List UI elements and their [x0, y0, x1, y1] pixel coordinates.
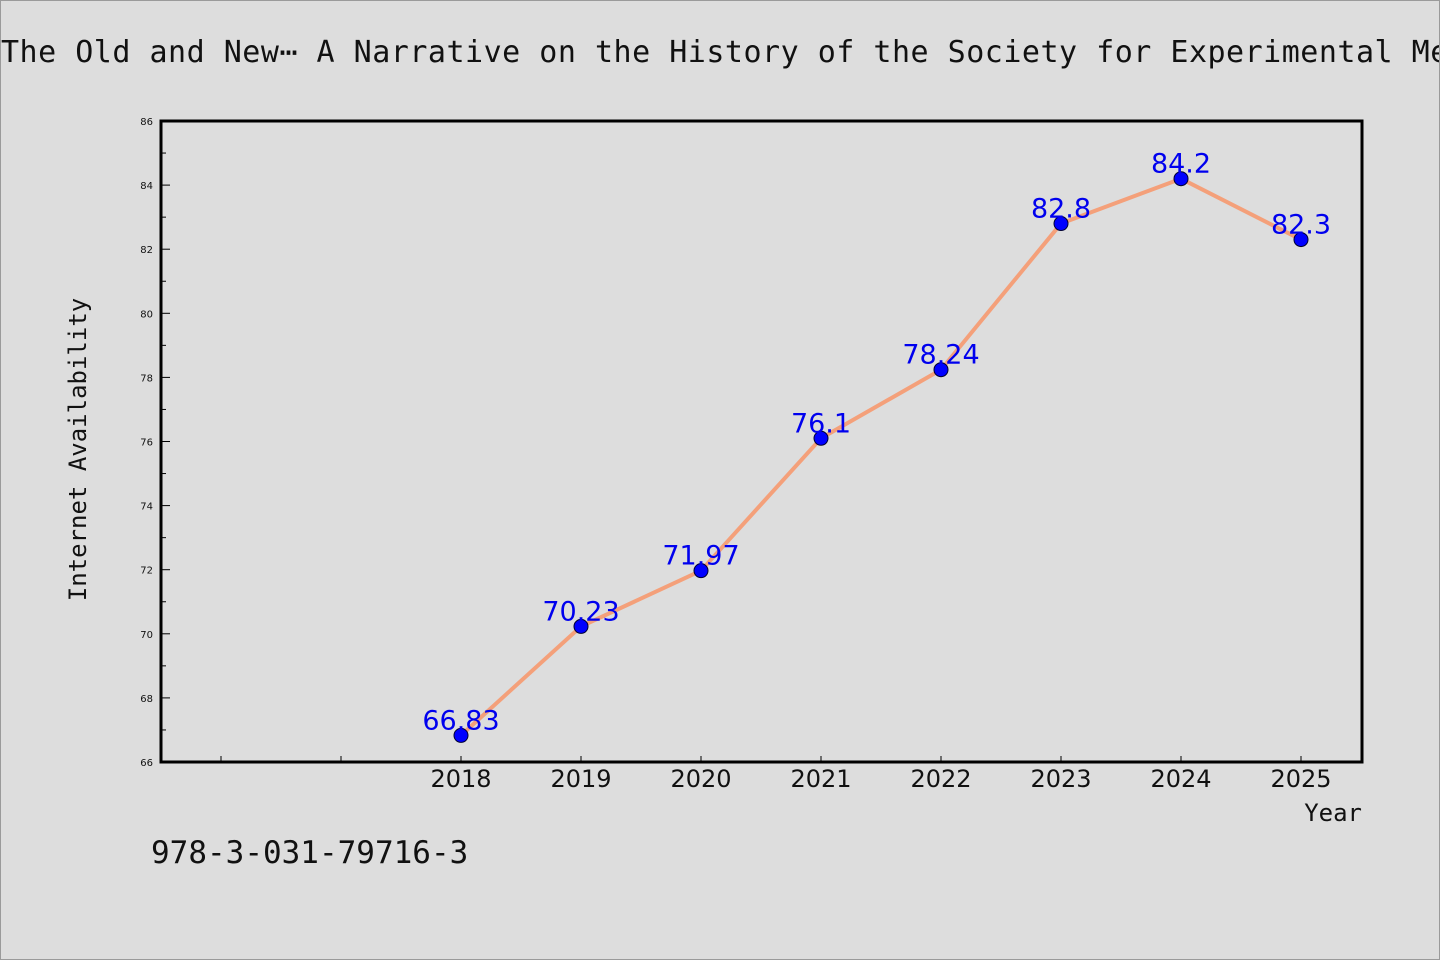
y-axis-label: Internet Availability: [64, 298, 92, 601]
y-tick-label: 74: [140, 502, 153, 513]
data-label: 70.23: [542, 596, 619, 627]
y-tick-label: 84: [140, 181, 153, 192]
data-label: 71.97: [662, 541, 739, 572]
series-line: [459, 176, 1303, 738]
x-tick-label: 2022: [910, 765, 971, 793]
plot-frame: [159, 119, 1364, 764]
data-point: [453, 727, 469, 743]
x-tick-label: 2025: [1270, 765, 1331, 793]
x-axis-label: Year: [1304, 799, 1362, 827]
x-tick-label: 2023: [1030, 765, 1091, 793]
isbn-text: 978-3-031-79716-3: [151, 835, 469, 871]
data-label: 78.24: [902, 340, 979, 371]
data-point: [1053, 216, 1069, 232]
data-label: 76.1: [791, 408, 851, 439]
data-label: 82.8: [1031, 194, 1091, 225]
data-point: [933, 362, 949, 378]
data-point: [813, 430, 829, 446]
data-point: [573, 618, 589, 634]
x-tick-label: 2019: [550, 765, 611, 793]
y-tick-label: 72: [140, 566, 153, 577]
y-tick-label: 68: [140, 694, 153, 705]
y-tick-label: 66: [140, 758, 153, 769]
data-label: 66.83: [422, 705, 499, 736]
x-tick-label: 2021: [790, 765, 851, 793]
x-tick-label: 2024: [1150, 765, 1211, 793]
y-tick-label: 82: [140, 245, 153, 256]
data-point: [1173, 171, 1189, 187]
x-tick-label: 2018: [430, 765, 491, 793]
chart-title: The Old and New⋯ A Narrative on the Hist…: [1, 35, 1440, 70]
data-label: 84.2: [1151, 149, 1211, 180]
data-label: 82.3: [1271, 210, 1331, 241]
data-point: [1293, 232, 1309, 248]
data-point: [693, 563, 709, 579]
x-tick-label: 2020: [670, 765, 731, 793]
y-tick-label: 78: [140, 373, 153, 384]
y-tick-label: 80: [140, 309, 153, 320]
y-tick-label: 86: [140, 117, 153, 128]
y-tick-label: 76: [140, 438, 153, 449]
y-tick-label: 70: [140, 630, 153, 641]
